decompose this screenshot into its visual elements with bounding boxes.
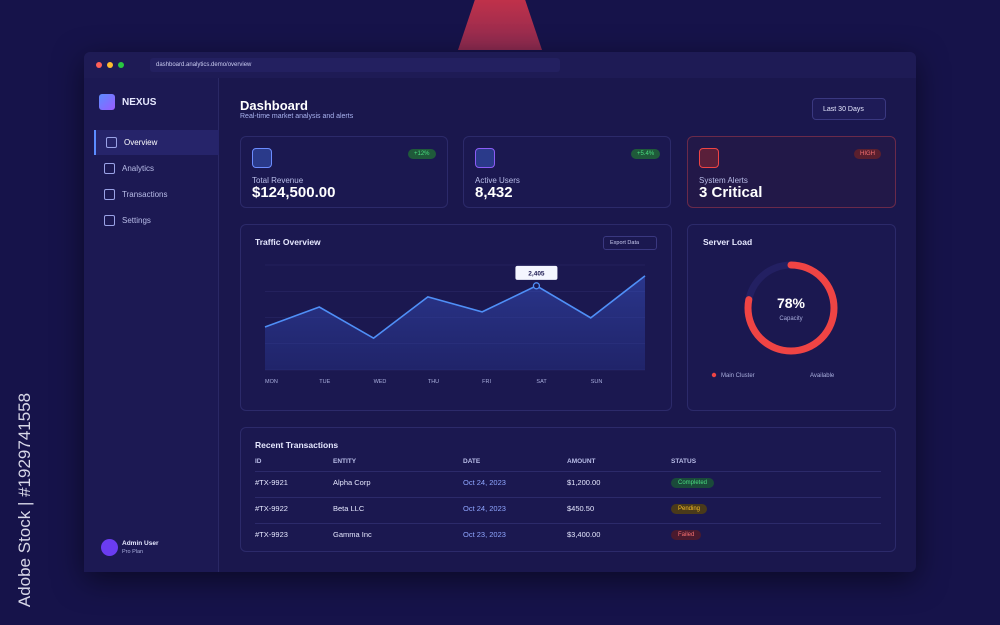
legend-label: Main Cluster	[721, 373, 755, 379]
brand: NEXUS	[122, 97, 157, 108]
cell: $3,400.00	[567, 530, 601, 539]
stat-icon	[252, 148, 272, 168]
range-select[interactable]: Last 30 Days	[812, 98, 886, 120]
cell: $1,200.00	[567, 478, 601, 487]
stat-badge: +12%	[408, 149, 436, 159]
export-button[interactable]: Export Data	[603, 236, 657, 250]
stat-value: 3 Critical	[699, 184, 763, 201]
cell: #TX-9923	[255, 530, 288, 539]
row-divider	[255, 497, 881, 498]
stat-card	[463, 136, 671, 208]
server-card	[687, 224, 896, 411]
column-header: AMOUNT	[567, 458, 596, 465]
user-name: Admin User	[122, 540, 159, 547]
cell: Gamma Inc	[333, 530, 372, 539]
transactions-card	[240, 427, 896, 552]
nav-item[interactable]: Analytics	[94, 156, 219, 181]
legend-dot	[711, 372, 717, 378]
x-tick-label: MON	[265, 379, 278, 385]
stat-value: 8,432	[475, 184, 513, 201]
dot	[96, 62, 102, 68]
status-pill: Pending	[671, 504, 708, 514]
cell: Oct 23, 2023	[463, 530, 506, 539]
sidebar	[84, 78, 219, 572]
area	[265, 275, 645, 370]
x-tick-label: WED	[374, 379, 387, 385]
stat-value: $124,500.00	[252, 184, 336, 201]
stat-card	[240, 136, 448, 208]
nav-item[interactable]: Overview	[94, 130, 219, 155]
url-bar[interactable]: dashboard.analytics.demo/overview	[150, 58, 560, 72]
avatar	[101, 539, 118, 556]
line	[264, 275, 646, 340]
column-header: ENTITY	[333, 458, 357, 465]
dot	[107, 62, 113, 68]
title-bar: dashboard.analytics.demo/overview	[84, 52, 916, 78]
stat-label: Active Users	[475, 176, 520, 185]
x-tick-label: FRI	[482, 379, 491, 385]
dot	[118, 62, 124, 68]
stat-badge: HIGH	[854, 149, 881, 159]
status-pill: Completed	[671, 478, 715, 488]
card-title: Traffic Overview	[255, 237, 321, 247]
logo	[99, 94, 115, 110]
stat-card	[687, 136, 896, 208]
column-header: STATUS	[671, 458, 697, 465]
tooltip-text: 2,405	[528, 270, 545, 277]
donut-arc	[744, 261, 838, 355]
legend-label: Available	[810, 373, 835, 379]
user-plan: Pro Plan	[122, 549, 144, 555]
cell: Oct 24, 2023	[463, 478, 506, 487]
stat-label: System Alerts	[699, 176, 748, 185]
stat-badge: +5.4%	[631, 149, 661, 159]
stat-icon	[475, 148, 495, 168]
stat-icon	[699, 148, 719, 168]
cell: Beta LLC	[333, 504, 365, 513]
status-pill: Failed	[671, 530, 702, 540]
tooltip	[515, 265, 558, 280]
cell: #TX-9922	[255, 504, 288, 513]
column-header: ID	[255, 458, 262, 465]
page-subtitle: Real-time market analysis and alerts	[240, 113, 354, 120]
donut-value: 78%	[777, 295, 806, 311]
page-title: Dashboard	[240, 98, 308, 113]
cell: #TX-9921	[255, 478, 288, 487]
stat-label: Total Revenue	[252, 176, 304, 185]
nav-item[interactable]: Settings	[94, 208, 219, 233]
card-title: Recent Transactions	[255, 440, 339, 450]
x-tick-label: SAT	[536, 379, 547, 385]
cell: $450.50	[567, 504, 595, 513]
column-header: DATE	[463, 458, 481, 465]
nav-item[interactable]: Transactions	[94, 182, 219, 207]
point	[532, 282, 541, 290]
cell: Oct 24, 2023	[463, 504, 506, 513]
donut-label: Capacity	[779, 316, 802, 322]
cell: Alpha Corp	[333, 478, 371, 487]
x-tick-label: THU	[428, 379, 439, 385]
row-divider	[255, 523, 881, 524]
card-title: Server Load	[703, 237, 753, 247]
row-divider	[255, 471, 881, 472]
x-tick-label: TUE	[319, 379, 330, 385]
x-tick-label: SUN	[591, 379, 603, 385]
